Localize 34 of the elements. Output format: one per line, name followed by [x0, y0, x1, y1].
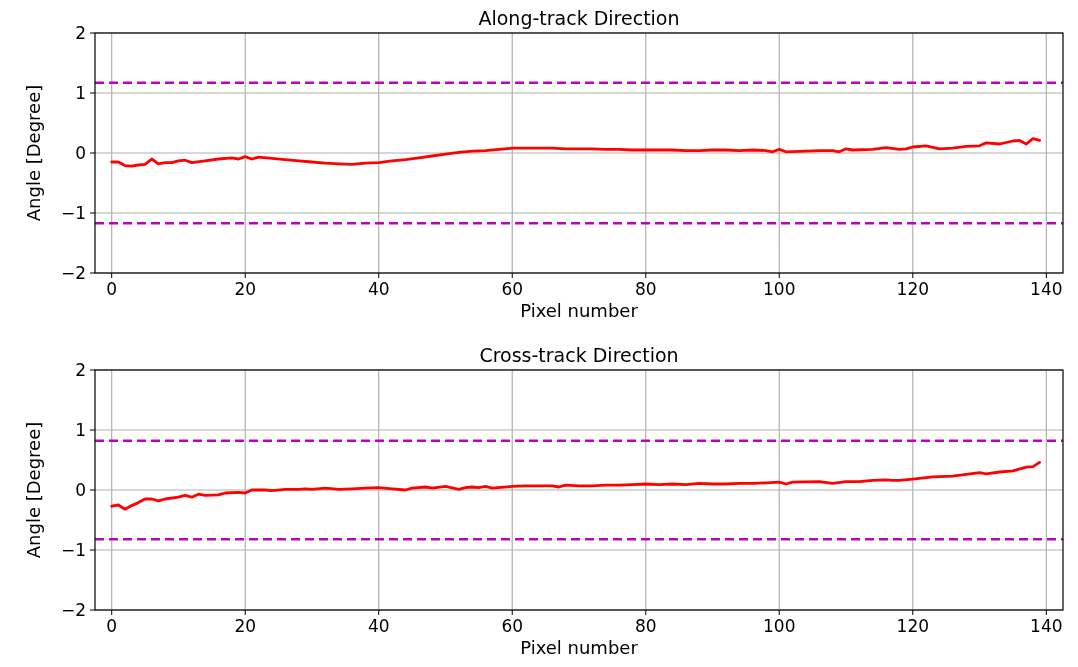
chart-title: Cross-track Direction — [479, 344, 679, 366]
x-axis-title: Pixel number — [520, 300, 639, 321]
x-tick-label: 120 — [896, 279, 930, 299]
y-tick-label: 2 — [75, 359, 86, 380]
y-tick-label: 1 — [75, 82, 86, 103]
x-tick-label: 0 — [106, 279, 118, 299]
x-tick-label: 80 — [634, 279, 657, 299]
y-tick-label: −1 — [60, 539, 86, 560]
x-tick-label: 140 — [1030, 279, 1063, 299]
x-tick-label: 40 — [367, 616, 390, 636]
chart-title: Along-track Direction — [478, 7, 680, 29]
x-tick-label: 0 — [106, 616, 118, 636]
x-tick-label: 20 — [234, 616, 257, 636]
x-tick-label: 140 — [1030, 616, 1063, 636]
x-tick-label: 100 — [763, 279, 796, 299]
y-tick-label: 1 — [75, 419, 86, 440]
y-tick-label: −1 — [60, 202, 86, 223]
y-axis-title: Angle [Degree] — [23, 84, 44, 222]
x-tick-label: 120 — [896, 616, 930, 636]
y-tick-label: −2 — [60, 599, 86, 620]
y-tick-label: 0 — [75, 479, 86, 500]
x-axis-title: Pixel number — [520, 637, 639, 658]
x-tick-label: 60 — [501, 279, 524, 299]
y-tick-label: −2 — [60, 262, 86, 283]
y-axis-title: Angle [Degree] — [23, 421, 44, 559]
x-tick-label: 20 — [234, 279, 257, 299]
x-tick-label: 80 — [634, 616, 657, 636]
line-series — [110, 137, 1042, 168]
y-tick-label: 0 — [75, 142, 86, 163]
x-tick-label: 60 — [501, 616, 524, 636]
x-tick-label: 100 — [763, 616, 796, 636]
x-tick-label: 40 — [367, 279, 390, 299]
y-tick-label: 2 — [75, 22, 86, 43]
line-series — [110, 461, 1042, 511]
